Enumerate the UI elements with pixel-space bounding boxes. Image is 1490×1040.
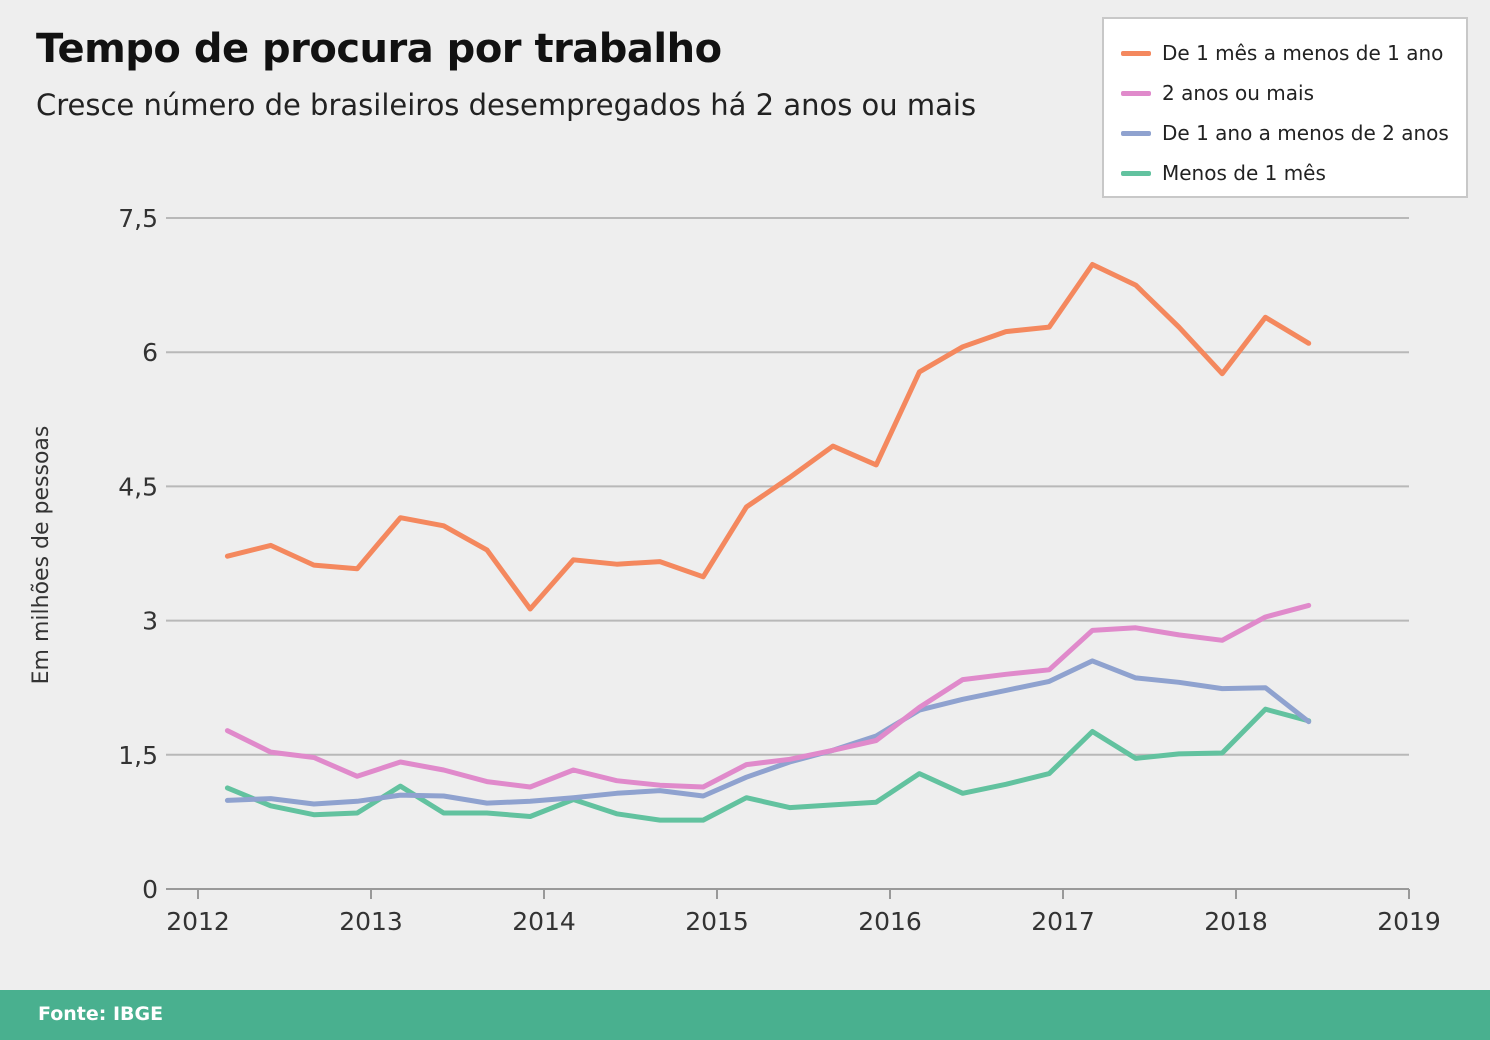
- x-tick-label: 2013: [339, 907, 403, 936]
- x-tick-label: 2019: [1377, 907, 1441, 936]
- footer-bar: Fonte: IBGE: [0, 990, 1490, 1040]
- legend-swatch: [1121, 50, 1151, 56]
- series-line: [224, 658, 1312, 807]
- legend-item: De 1 ano a menos de 2 anos: [1104, 113, 1466, 153]
- source-text: Fonte: IBGE: [38, 1003, 164, 1025]
- x-tick-label: 2012: [166, 907, 230, 936]
- legend-label: De 1 ano a menos de 2 anos: [1162, 121, 1449, 145]
- y-tick-label: 7,5: [118, 204, 158, 233]
- legend-label: 2 anos ou mais: [1162, 81, 1315, 105]
- legend-item: De 1 mês a menos de 1 ano: [1104, 33, 1466, 73]
- axes: 0 1,5 3 4,5 6 7,5 2012 2013 2014 2015 2016 2017 2018…: [118, 204, 1441, 936]
- y-tick-label: 1,5: [118, 741, 158, 770]
- legend-item: 2 anos ou mais: [1104, 73, 1466, 113]
- x-tick-label: 2014: [512, 907, 576, 936]
- y-tick-label: 3: [142, 607, 158, 636]
- chart-subtitle: Cresce número de brasileiros desempregad…: [36, 88, 977, 122]
- legend-label: De 1 mês a menos de 1 ano: [1162, 41, 1444, 65]
- legend-swatch: [1121, 90, 1151, 96]
- series-line: [224, 602, 1312, 790]
- legend-label: Menos de 1 mês: [1162, 161, 1326, 185]
- series-line: [224, 706, 1312, 823]
- y-tick-label: 4,5: [118, 472, 158, 501]
- x-tick-label: 2016: [858, 907, 922, 936]
- y-axis-label: Em milhões de pessoas: [29, 426, 54, 685]
- x-tick-label: 2018: [1204, 907, 1268, 936]
- gridlines: [166, 217, 1409, 756]
- series-lines: [224, 262, 1312, 823]
- x-tick-label: 2015: [685, 907, 749, 936]
- legend-swatch: [1121, 130, 1151, 136]
- legend-swatch: [1121, 170, 1151, 176]
- y-tick-label: 0: [142, 875, 158, 904]
- x-tick-label: 2017: [1031, 907, 1095, 936]
- series-line: [224, 262, 1312, 612]
- line-chart: 0 1,5 3 4,5 6 7,5 2012 2013 2014 2015 2016 2017 2018…: [29, 204, 1441, 936]
- legend-item: Menos de 1 mês: [1104, 153, 1466, 193]
- chart-title: Tempo de procura por trabalho: [36, 26, 722, 72]
- y-tick-label: 6: [142, 338, 158, 367]
- chart-legend: De 1 mês a menos de 1 ano 2 anos ou mais…: [1102, 17, 1468, 198]
